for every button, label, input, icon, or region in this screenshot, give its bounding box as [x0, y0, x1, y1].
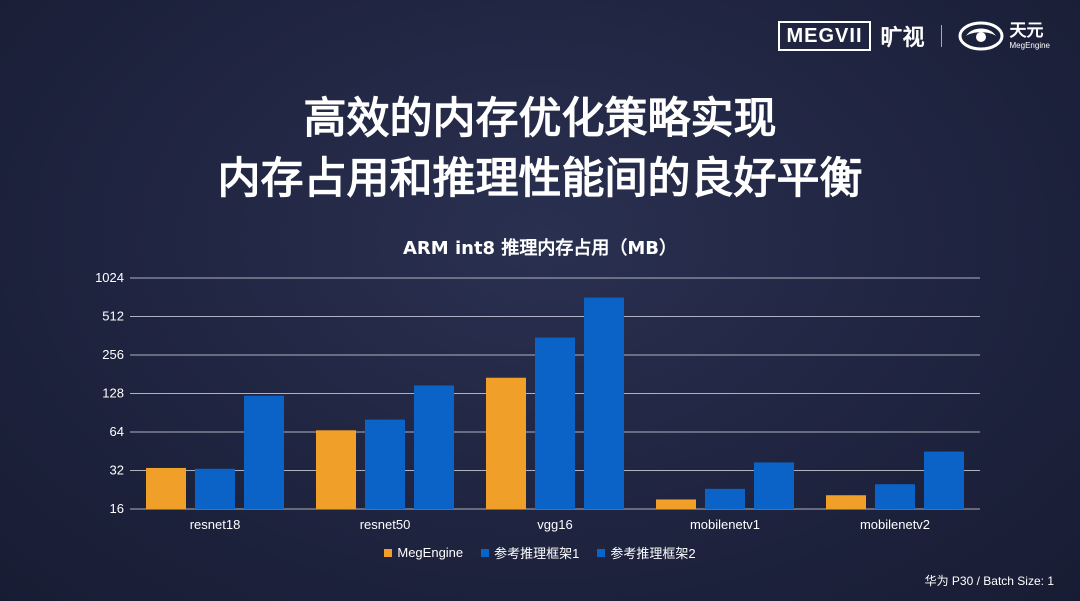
bar-chart: 16 32 64 128 256 512 1024 resnet18 resnet50 vgg16…	[95, 270, 980, 532]
x-tick-label: mobilenetv1	[690, 517, 760, 532]
legend-item-framework1: 参考推理框架1	[481, 543, 579, 562]
x-tick-label: resnet18	[190, 517, 241, 532]
bar	[754, 462, 794, 509]
megengine-logo: 天元 MegEngine	[958, 21, 1050, 51]
bar	[316, 430, 356, 509]
brand-logos: MEGVII 旷视 天元 MegEngine	[778, 20, 1050, 52]
megvii-logo: MEGVII	[778, 21, 871, 51]
y-tick-label: 16	[110, 501, 124, 516]
x-tick-label: mobilenetv2	[860, 517, 930, 532]
legend-swatch-framework2	[597, 548, 606, 557]
legend-label-framework1: 参考推理框架1	[494, 546, 580, 561]
headline-line-1: 高效的内存优化策略实现	[303, 94, 777, 144]
legend-swatch-framework1	[481, 548, 490, 557]
y-tick-label: 512	[102, 309, 124, 324]
chart-title: ARM int8 推理内存占用（MB）	[403, 238, 677, 259]
tianyuan-cn-label: 天元	[1009, 20, 1044, 41]
y-tick-label: 128	[102, 386, 124, 401]
megvii-cn-label: 旷视	[880, 26, 925, 51]
legend-label-framework2: 参考推理框架2	[610, 546, 696, 561]
bar	[875, 484, 915, 509]
y-tick-label: 256	[102, 347, 124, 362]
legend-label-megengine: MegEngine	[397, 545, 464, 560]
legend-item-framework2: 参考推理框架2	[597, 543, 696, 562]
tianyuan-en-label: MegEngine	[1009, 40, 1050, 50]
y-tick-label: 1024	[95, 270, 124, 285]
y-tick-label: 64	[110, 424, 124, 439]
headline-line-2: 内存占用和推理性能间的良好平衡	[217, 154, 863, 204]
bar	[826, 495, 866, 509]
bar	[414, 385, 454, 509]
bar	[244, 395, 284, 509]
bar	[924, 451, 964, 509]
bar	[656, 499, 696, 509]
bar	[365, 419, 405, 509]
device-footnote: 华为 P30 / Batch Size: 1	[924, 574, 1054, 588]
chart-legend: MegEngine 参考推理框架1 参考推理框架2	[0, 543, 1080, 562]
bar	[195, 468, 235, 509]
legend-item-megengine: MegEngine	[384, 543, 463, 562]
bar	[705, 488, 745, 509]
megengine-swirl-icon	[958, 21, 1004, 51]
x-tick-label: resnet50	[360, 517, 411, 532]
bar	[486, 377, 526, 509]
y-tick-label: 32	[110, 463, 124, 478]
bar	[584, 297, 624, 509]
bar	[535, 337, 575, 509]
legend-swatch-megengine	[384, 548, 393, 557]
logo-divider	[940, 25, 942, 47]
bar	[146, 467, 186, 509]
x-tick-label: vgg16	[537, 517, 572, 532]
